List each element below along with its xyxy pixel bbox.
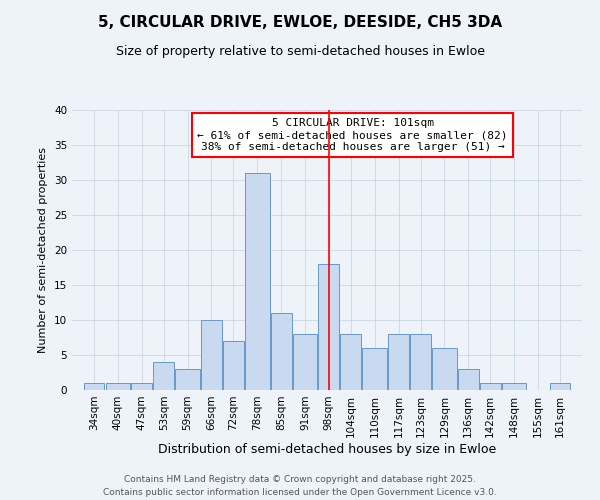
Bar — [83, 383, 104, 390]
Bar — [153, 362, 174, 390]
Bar — [131, 383, 152, 390]
Bar — [201, 320, 222, 390]
Bar — [271, 313, 292, 390]
Bar — [362, 348, 387, 390]
Bar — [502, 383, 526, 390]
Text: 5 CIRCULAR DRIVE: 101sqm
← 61% of semi-detached houses are smaller (82)
38% of s: 5 CIRCULAR DRIVE: 101sqm ← 61% of semi-d… — [197, 118, 508, 152]
Text: 5, CIRCULAR DRIVE, EWLOE, DEESIDE, CH5 3DA: 5, CIRCULAR DRIVE, EWLOE, DEESIDE, CH5 3… — [98, 15, 502, 30]
Bar — [458, 369, 479, 390]
Bar — [223, 341, 244, 390]
Text: Contains public sector information licensed under the Open Government Licence v3: Contains public sector information licen… — [103, 488, 497, 497]
Bar — [106, 383, 130, 390]
Bar — [550, 383, 571, 390]
Bar — [432, 348, 457, 390]
Bar — [319, 264, 339, 390]
Bar — [388, 334, 409, 390]
Y-axis label: Number of semi-detached properties: Number of semi-detached properties — [38, 147, 49, 353]
Bar — [245, 173, 269, 390]
Text: Contains HM Land Registry data © Crown copyright and database right 2025.: Contains HM Land Registry data © Crown c… — [124, 476, 476, 484]
Bar — [480, 383, 501, 390]
Text: Size of property relative to semi-detached houses in Ewloe: Size of property relative to semi-detach… — [115, 45, 485, 58]
Bar — [175, 369, 200, 390]
X-axis label: Distribution of semi-detached houses by size in Ewloe: Distribution of semi-detached houses by … — [158, 442, 496, 456]
Bar — [293, 334, 317, 390]
Bar — [410, 334, 431, 390]
Bar — [340, 334, 361, 390]
